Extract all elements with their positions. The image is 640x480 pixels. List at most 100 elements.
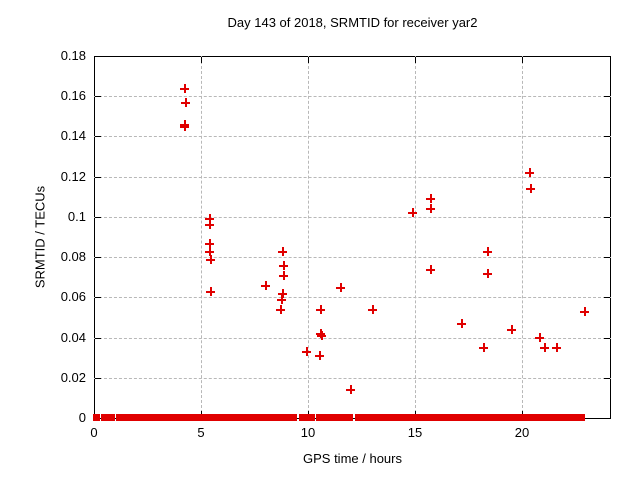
y-tick-mark <box>95 378 101 379</box>
data-point-marker <box>315 351 324 360</box>
y-tick-label: 0.12 <box>60 169 86 184</box>
data-point-marker <box>279 271 288 280</box>
data-point-marker <box>181 98 190 107</box>
zero-band-segment <box>511 414 557 421</box>
y-tick-label: 0.04 <box>60 330 86 345</box>
y-tick-mark <box>604 177 610 178</box>
x-tick-mark <box>308 57 309 63</box>
plot-area-border <box>94 56 611 419</box>
y-tick-mark <box>95 257 101 258</box>
y-tick-mark <box>604 297 610 298</box>
data-point-marker <box>180 122 189 131</box>
data-point-marker <box>540 343 549 352</box>
v-gridline <box>308 56 309 418</box>
data-point-marker <box>205 220 214 229</box>
data-point-marker <box>507 325 516 334</box>
data-point-marker <box>302 347 311 356</box>
data-point-marker <box>206 255 215 264</box>
y-tick-mark <box>604 217 610 218</box>
x-tick-mark <box>94 57 95 63</box>
zero-band-segment <box>266 414 297 421</box>
y-tick-mark <box>95 177 101 178</box>
data-point-marker <box>526 184 535 193</box>
h-gridline <box>94 257 611 258</box>
h-gridline <box>94 177 611 178</box>
data-point-marker <box>483 269 492 278</box>
data-point-marker <box>276 305 285 314</box>
x-tick-mark <box>201 57 202 63</box>
y-tick-mark <box>95 96 101 97</box>
h-gridline <box>94 378 611 379</box>
data-point-marker <box>278 289 287 298</box>
h-gridline <box>94 338 611 339</box>
zero-band-segment <box>355 414 457 421</box>
data-point-marker <box>552 343 561 352</box>
y-tick-label: 0.06 <box>60 289 86 304</box>
zero-band-segment <box>456 414 512 421</box>
zero-band-segment <box>101 414 115 421</box>
data-point-marker <box>525 168 534 177</box>
zero-band-segment <box>255 414 268 421</box>
data-point-marker <box>316 305 325 314</box>
data-point-marker <box>457 319 466 328</box>
x-tick-label: 5 <box>197 425 205 440</box>
y-tick-label: 0.02 <box>60 370 86 385</box>
zero-band-segment <box>141 414 199 421</box>
x-tick-mark <box>522 57 523 63</box>
data-point-marker <box>426 265 435 274</box>
v-gridline <box>522 56 523 418</box>
data-point-marker <box>205 239 214 248</box>
data-point-marker <box>580 307 589 316</box>
data-point-marker <box>279 261 288 270</box>
y-tick-mark <box>95 217 101 218</box>
y-tick-mark <box>95 136 101 137</box>
v-gridline <box>201 56 202 418</box>
data-point-marker <box>205 214 214 223</box>
data-point-marker <box>278 247 287 256</box>
data-point-marker <box>426 194 435 203</box>
zero-band-segment <box>210 414 255 421</box>
y-tick-label: 0.16 <box>60 88 86 103</box>
zero-band-segment <box>201 414 212 421</box>
zero-band-segment <box>299 414 315 421</box>
y-tick-mark <box>95 56 101 57</box>
data-point-marker <box>277 295 286 304</box>
data-point-marker <box>368 305 377 314</box>
y-tick-mark <box>604 378 610 379</box>
y-tick-mark <box>95 297 101 298</box>
data-point-marker <box>317 331 326 340</box>
y-tick-label: 0.14 <box>60 128 86 143</box>
h-gridline <box>94 96 611 97</box>
data-point-marker <box>535 333 544 342</box>
zero-band-segment <box>197 414 203 421</box>
y-tick-label: 0 <box>78 410 86 425</box>
data-point-marker <box>346 385 355 394</box>
x-tick-label: 0 <box>90 425 98 440</box>
zero-band-segment <box>329 414 353 421</box>
x-tick-label: 15 <box>407 425 423 440</box>
zero-band-segment <box>556 414 585 421</box>
y-tick-mark <box>604 418 610 419</box>
y-tick-mark <box>604 257 610 258</box>
data-point-marker <box>180 84 189 93</box>
zero-band-segment <box>116 414 125 421</box>
data-point-marker <box>426 204 435 213</box>
data-point-marker <box>336 283 345 292</box>
data-point-marker <box>483 247 492 256</box>
data-point-marker <box>479 343 488 352</box>
data-point-marker <box>261 281 270 290</box>
v-gridline <box>415 56 416 418</box>
y-tick-label: 0.08 <box>60 249 86 264</box>
zero-band-segment <box>316 414 330 421</box>
zero-band-segment <box>93 414 100 421</box>
h-gridline <box>94 297 611 298</box>
y-tick-mark <box>604 136 610 137</box>
x-tick-label: 10 <box>300 425 316 440</box>
y-tick-label: 0.1 <box>67 209 86 224</box>
y-tick-label: 0.18 <box>60 48 86 63</box>
h-gridline <box>94 217 611 218</box>
y-axis-label: SRMTID / TECUs <box>32 185 48 289</box>
h-gridline <box>94 136 611 137</box>
x-axis-label: GPS time / hours <box>303 451 402 466</box>
chart-title: Day 143 of 2018, SRMTID for receiver yar… <box>227 15 478 30</box>
